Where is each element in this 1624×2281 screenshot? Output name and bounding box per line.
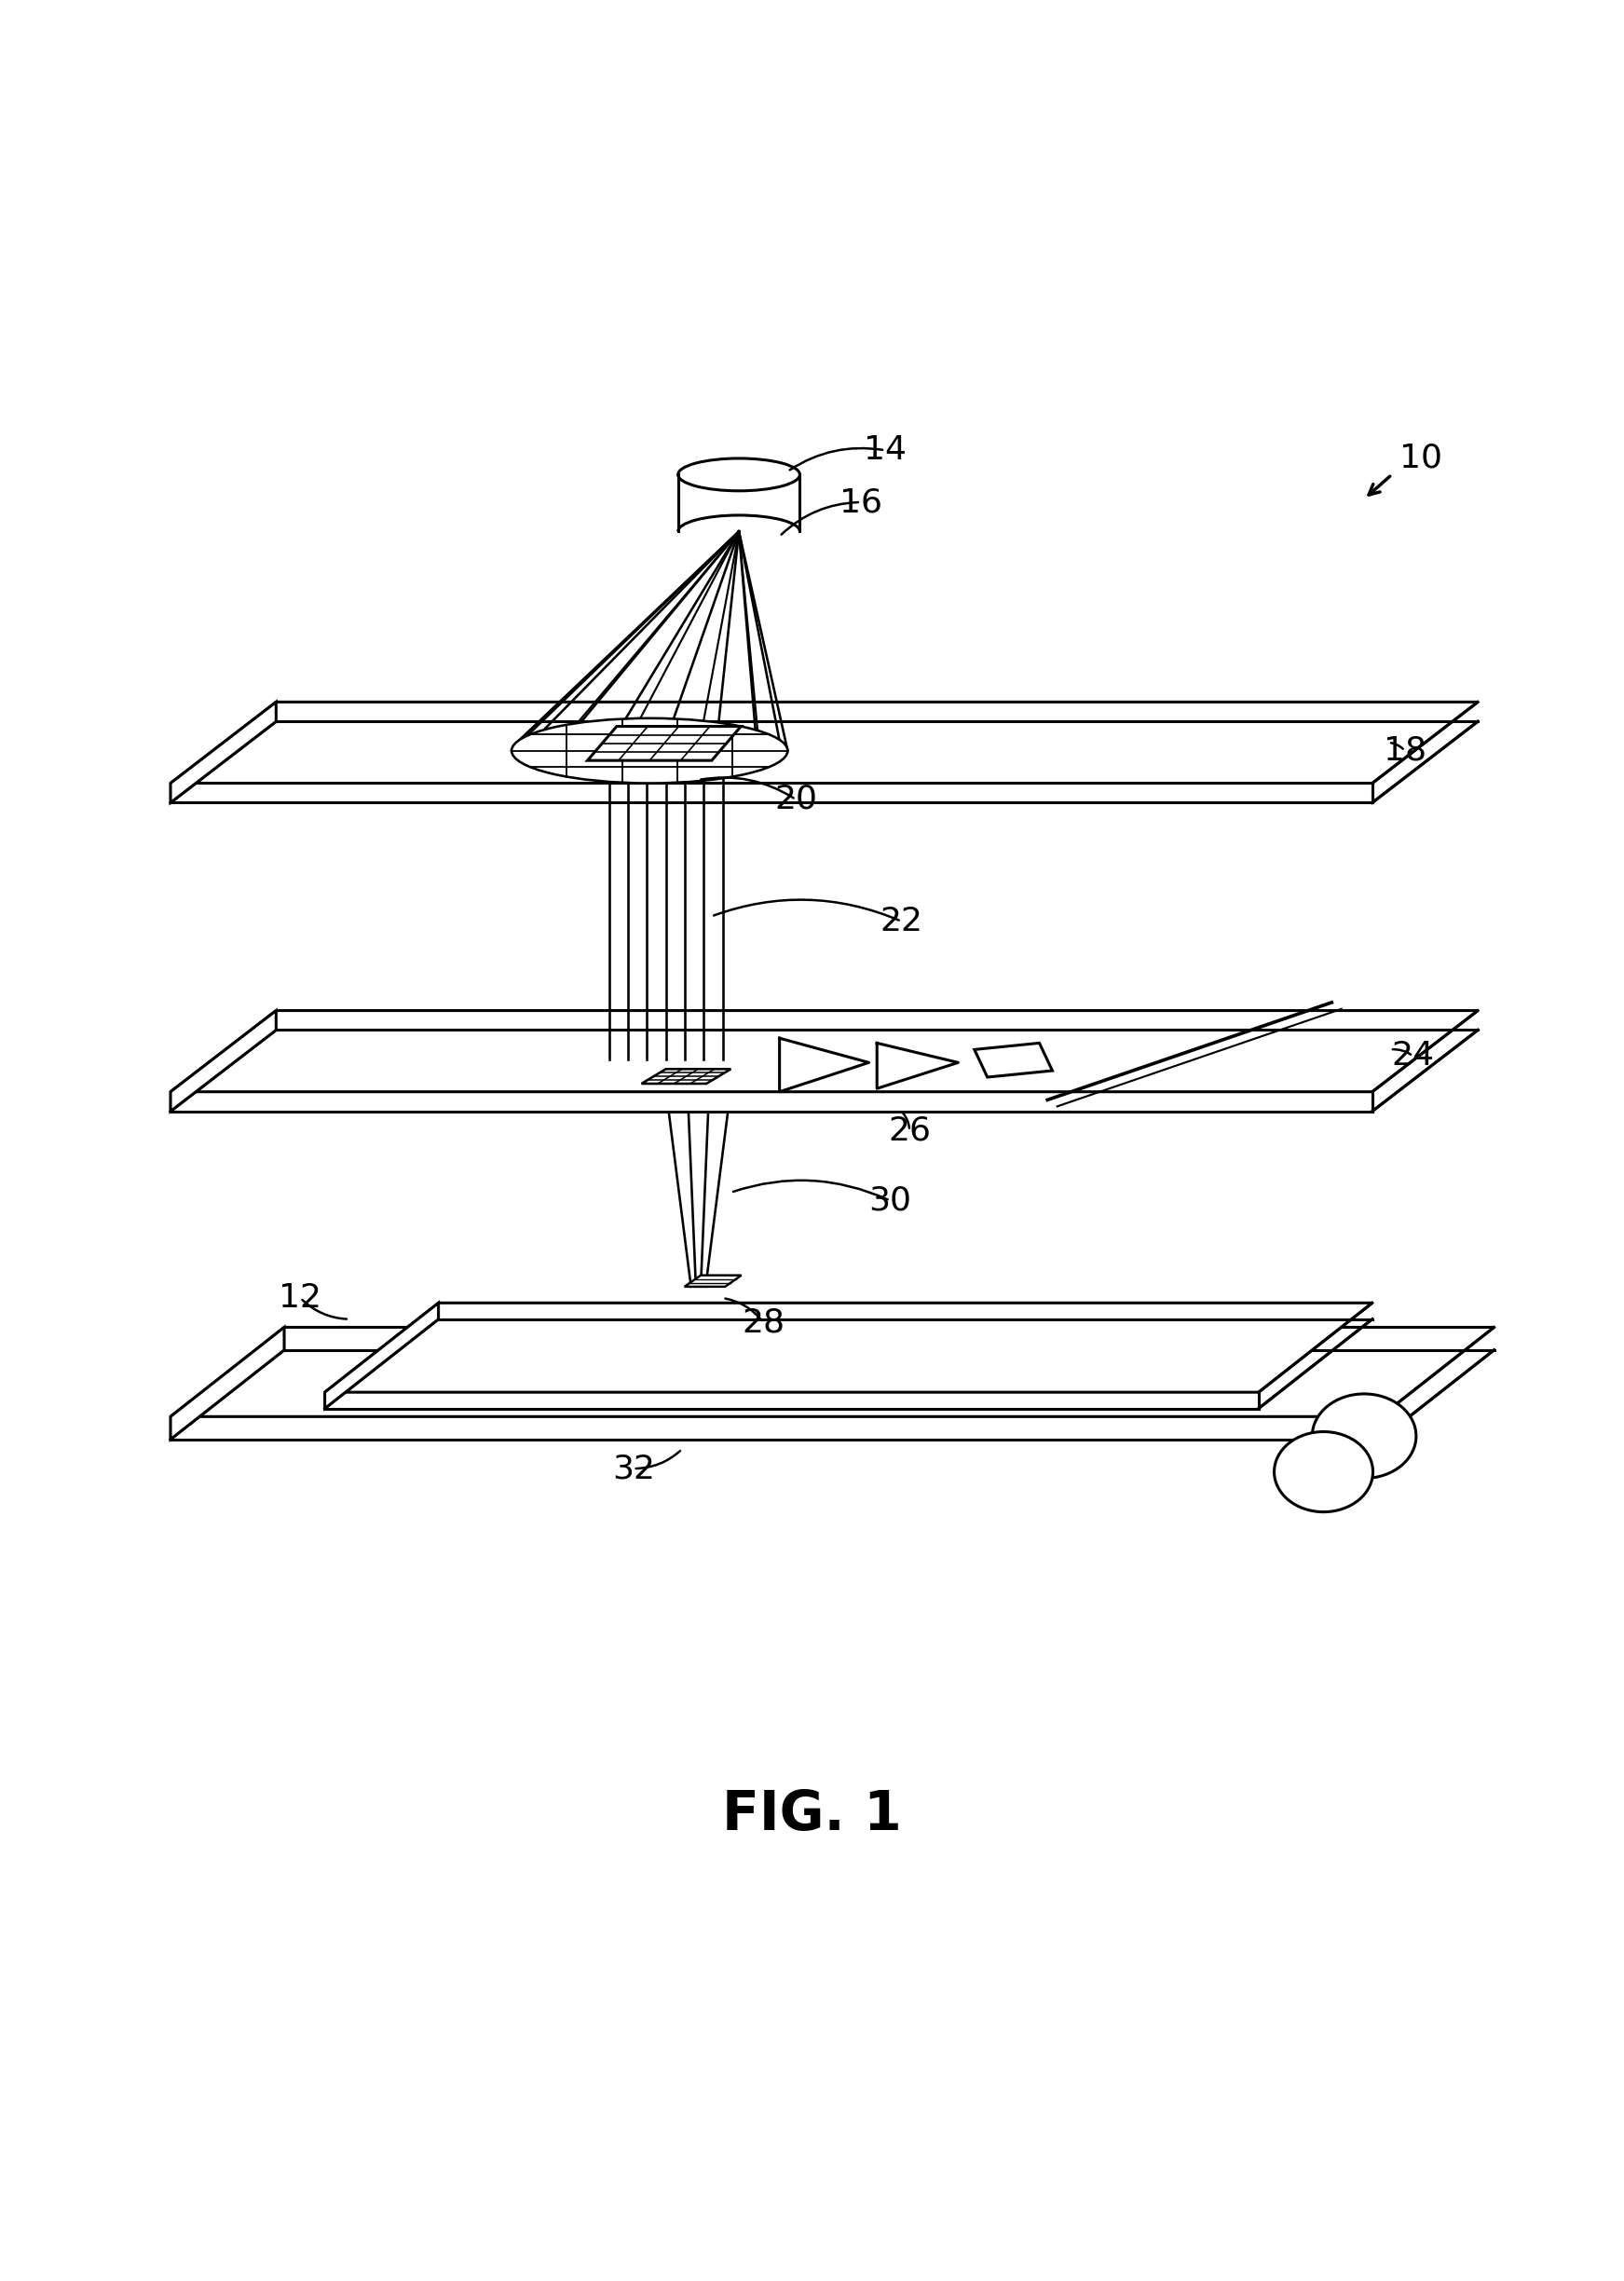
- Text: 20: 20: [775, 785, 817, 814]
- Polygon shape: [974, 1042, 1052, 1077]
- Ellipse shape: [1312, 1394, 1416, 1478]
- Polygon shape: [325, 1302, 438, 1407]
- FancyArrowPatch shape: [637, 1451, 680, 1469]
- Text: 30: 30: [869, 1184, 911, 1216]
- Polygon shape: [325, 1302, 1372, 1391]
- FancyArrowPatch shape: [702, 778, 794, 798]
- Polygon shape: [171, 1010, 1478, 1093]
- Polygon shape: [588, 725, 741, 760]
- Text: 26: 26: [888, 1115, 931, 1147]
- Ellipse shape: [512, 719, 788, 782]
- Polygon shape: [684, 1275, 741, 1286]
- Text: 12: 12: [279, 1282, 322, 1314]
- Polygon shape: [171, 1010, 276, 1111]
- Text: 18: 18: [1384, 734, 1426, 766]
- Polygon shape: [171, 1328, 1494, 1417]
- FancyArrowPatch shape: [903, 1113, 909, 1129]
- Polygon shape: [171, 1328, 284, 1439]
- FancyArrowPatch shape: [713, 899, 900, 919]
- FancyArrowPatch shape: [1393, 1049, 1411, 1054]
- FancyArrowPatch shape: [1392, 744, 1403, 748]
- Text: FIG. 1: FIG. 1: [723, 1788, 901, 1841]
- Text: 10: 10: [1400, 443, 1442, 474]
- Text: 14: 14: [864, 433, 906, 465]
- Text: 28: 28: [742, 1307, 784, 1339]
- FancyArrowPatch shape: [781, 502, 857, 534]
- Text: 16: 16: [840, 486, 882, 518]
- FancyArrowPatch shape: [302, 1300, 346, 1318]
- Polygon shape: [641, 1070, 731, 1083]
- FancyArrowPatch shape: [726, 1298, 762, 1321]
- Polygon shape: [171, 703, 1478, 782]
- Text: 32: 32: [612, 1453, 654, 1485]
- FancyArrowPatch shape: [734, 1179, 888, 1200]
- Text: 22: 22: [880, 906, 922, 937]
- Ellipse shape: [1275, 1432, 1372, 1512]
- Polygon shape: [171, 703, 276, 803]
- Ellipse shape: [679, 458, 799, 490]
- FancyArrowPatch shape: [789, 447, 882, 470]
- Text: 24: 24: [1392, 1040, 1434, 1072]
